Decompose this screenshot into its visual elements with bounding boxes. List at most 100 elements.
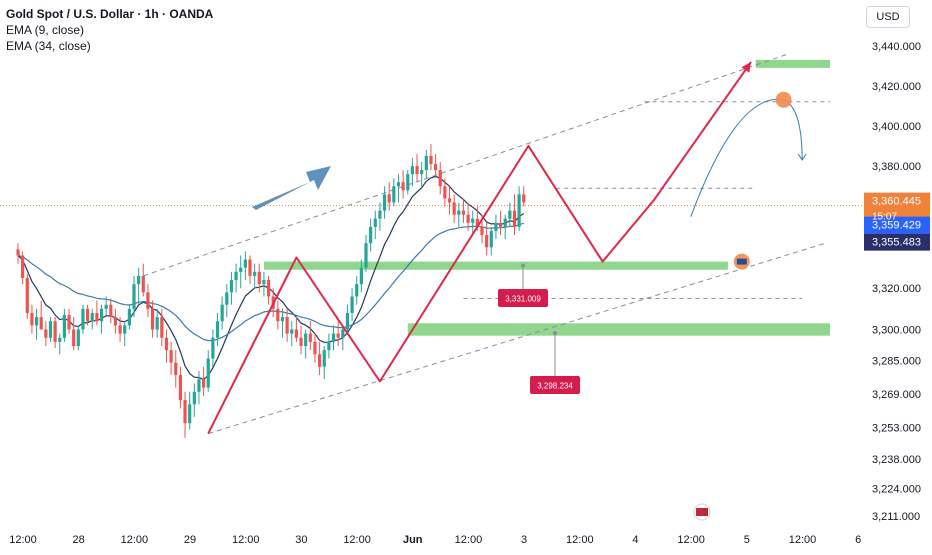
- candle-body: [21, 255, 25, 278]
- candle-body: [183, 400, 187, 424]
- candle-body: [44, 329, 48, 338]
- x-tick-label: 12:00: [566, 534, 594, 546]
- projection-path: [207, 61, 752, 435]
- candle-body: [137, 275, 141, 285]
- candle-body: [494, 222, 498, 231]
- ema-slow-badge-text: 3,355.483: [872, 237, 921, 249]
- y-tick-label: 3,400.000: [872, 121, 921, 133]
- x-tick-label: 12:00: [343, 534, 371, 546]
- candle-body: [434, 164, 438, 171]
- x-tick-label: 12:00: [232, 534, 260, 546]
- candle-body: [280, 317, 285, 322]
- candle-body: [132, 284, 136, 309]
- candle-body: [118, 325, 122, 334]
- candle-body: [508, 210, 512, 219]
- candles-layer: [16, 143, 526, 438]
- candle-body: [350, 296, 354, 313]
- candle-body: [489, 230, 493, 248]
- candle-body: [331, 333, 336, 342]
- currency-button[interactable]: USD: [866, 6, 910, 28]
- candle-body: [318, 354, 322, 367]
- candle-body: [30, 312, 34, 326]
- chart-legend: Gold Spot / U.S. Dollar · 1h · OANDA EMA…: [6, 6, 213, 54]
- candle-body: [294, 329, 298, 338]
- candle-body: [72, 329, 76, 347]
- candle-body: [512, 210, 517, 227]
- candle-body: [248, 259, 252, 276]
- ema-layer: [17, 175, 525, 381]
- candle-body: [95, 312, 99, 322]
- countdown-label: 15:07: [872, 212, 897, 223]
- y-tick-label: 3,320.000: [872, 283, 921, 295]
- candle-body: [308, 333, 312, 342]
- current-price-badge-text: 3,360.445: [872, 196, 921, 208]
- candle-body: [322, 350, 326, 367]
- x-tick-label: 12:00: [789, 534, 817, 546]
- candle-body: [345, 312, 350, 330]
- candle-body: [188, 404, 192, 424]
- candle-body: [76, 329, 80, 347]
- candle-body: [327, 341, 331, 351]
- candle-body: [150, 308, 155, 330]
- y-tick-label: 3,238.000: [872, 454, 921, 466]
- drawing-lines-layer: [0, 53, 864, 435]
- candle-body: [164, 337, 169, 351]
- candle-body: [276, 308, 280, 322]
- candle-body: [169, 350, 173, 363]
- x-tick-label: 12:00: [677, 534, 705, 546]
- candle-body: [443, 186, 447, 199]
- candle-body: [517, 194, 521, 227]
- x-tick-label: 28: [73, 534, 85, 546]
- candle-body: [498, 222, 503, 227]
- candle-body: [382, 194, 387, 211]
- x-tick-label: 12:00: [121, 534, 149, 546]
- candle-body: [239, 267, 243, 272]
- candle-body: [392, 186, 396, 203]
- candle-body: [202, 379, 206, 388]
- candle-body: [475, 218, 479, 227]
- candle-body: [192, 391, 196, 405]
- candle-body: [109, 304, 113, 318]
- candle-body: [90, 312, 94, 322]
- candle-body: [234, 271, 238, 281]
- ema-34-line: [17, 222, 524, 342]
- candle-body: [471, 218, 475, 223]
- candle-body: [503, 218, 507, 227]
- candle-body: [359, 267, 363, 285]
- candle-body: [197, 379, 201, 392]
- axis-layer: 3,440.000 3,420.000 3,400.000 3,380.000 3,32…: [9, 41, 930, 546]
- y-tick-label: 3,253.000: [872, 422, 921, 434]
- candle-body: [155, 317, 159, 330]
- candle-body: [62, 315, 66, 338]
- candle-body: [123, 325, 127, 334]
- signal-marker: [775, 91, 792, 108]
- x-tick-label: 3: [521, 534, 527, 546]
- y-tick-label: 3,420.000: [872, 81, 921, 93]
- support-zone: [755, 59, 830, 68]
- price-annotation-box: [498, 289, 548, 307]
- candle-body: [285, 317, 289, 334]
- candle-body: [86, 308, 90, 322]
- ema-9-line: [17, 175, 525, 381]
- candle-body: [438, 170, 442, 187]
- candle-body: [243, 259, 247, 268]
- candle-body: [262, 280, 266, 285]
- candle-body: [160, 317, 164, 338]
- candle-body: [146, 292, 150, 309]
- flag-icon: [736, 258, 747, 265]
- channel-line-upper: [143, 53, 789, 277]
- candle-body: [206, 358, 210, 388]
- x-tick-label: 12:00: [455, 534, 483, 546]
- forecast-arrowhead: [797, 153, 807, 161]
- candle-body: [401, 182, 405, 191]
- candle-body: [369, 226, 373, 244]
- current-price-badge: [864, 192, 930, 219]
- candle-body: [480, 226, 484, 236]
- candle-body: [396, 182, 401, 187]
- candle-body: [415, 166, 419, 175]
- candle-body: [364, 243, 368, 268]
- symbol-title: Gold Spot / U.S. Dollar · 1h · OANDA: [6, 7, 214, 21]
- candle-body: [253, 271, 257, 276]
